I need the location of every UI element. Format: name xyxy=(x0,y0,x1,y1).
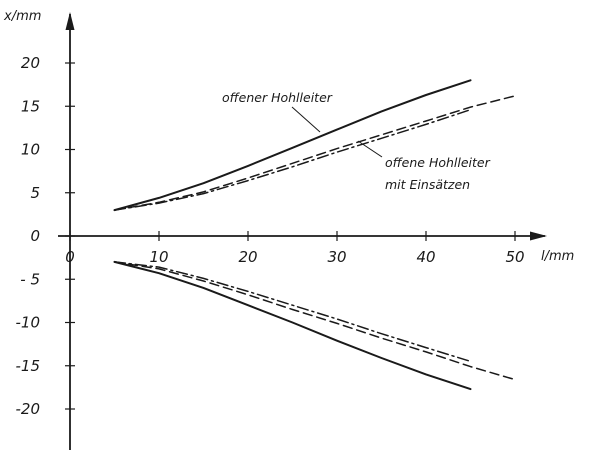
annotation-offene-hohlleiter-line2: mit Einsätzen xyxy=(385,177,470,192)
series-group xyxy=(113,79,516,391)
x-tick-label: 20 xyxy=(238,248,257,266)
series-line-0-solid xyxy=(113,79,472,212)
annotation-leader-2 xyxy=(357,140,383,158)
y-tick-label: 10 xyxy=(21,141,40,159)
x-tick-label: 30 xyxy=(327,248,346,266)
x-axis-title: l/mm xyxy=(541,249,574,264)
series-line-5-dashdot xyxy=(113,261,472,363)
y-tick-label: -15 xyxy=(16,357,41,375)
x-tick-label: 50 xyxy=(505,248,524,266)
axes xyxy=(58,12,547,450)
series-line-2-dashdot xyxy=(113,108,472,211)
x-tick-label: 10 xyxy=(149,248,168,266)
y-tick-label: - 5 xyxy=(20,270,40,288)
y-tick-label: -10 xyxy=(16,314,41,332)
series-line-3-solid xyxy=(113,260,472,391)
y-tick-label: 20 xyxy=(21,54,40,72)
annotation-offene-hohlleiter-line1: offene Hohlleiter xyxy=(385,155,491,170)
y-tick-label: 5 xyxy=(30,184,40,202)
x-tick-label: 40 xyxy=(416,248,435,266)
annotation-offener-hohlleiter: offener Hohlleiter xyxy=(222,90,333,105)
y-tick-label: -20 xyxy=(16,400,41,418)
y-tick-label: 0 xyxy=(30,227,40,245)
annotation-leader-1 xyxy=(291,106,321,133)
series-line-4-dashed xyxy=(113,261,516,381)
y-tick-label: 15 xyxy=(21,97,40,115)
x-tick-label: 0 xyxy=(65,248,75,266)
x-axis-arrow xyxy=(530,231,547,241)
y-axis-arrow xyxy=(65,12,75,30)
y-axis-title: x/mm xyxy=(3,9,41,24)
